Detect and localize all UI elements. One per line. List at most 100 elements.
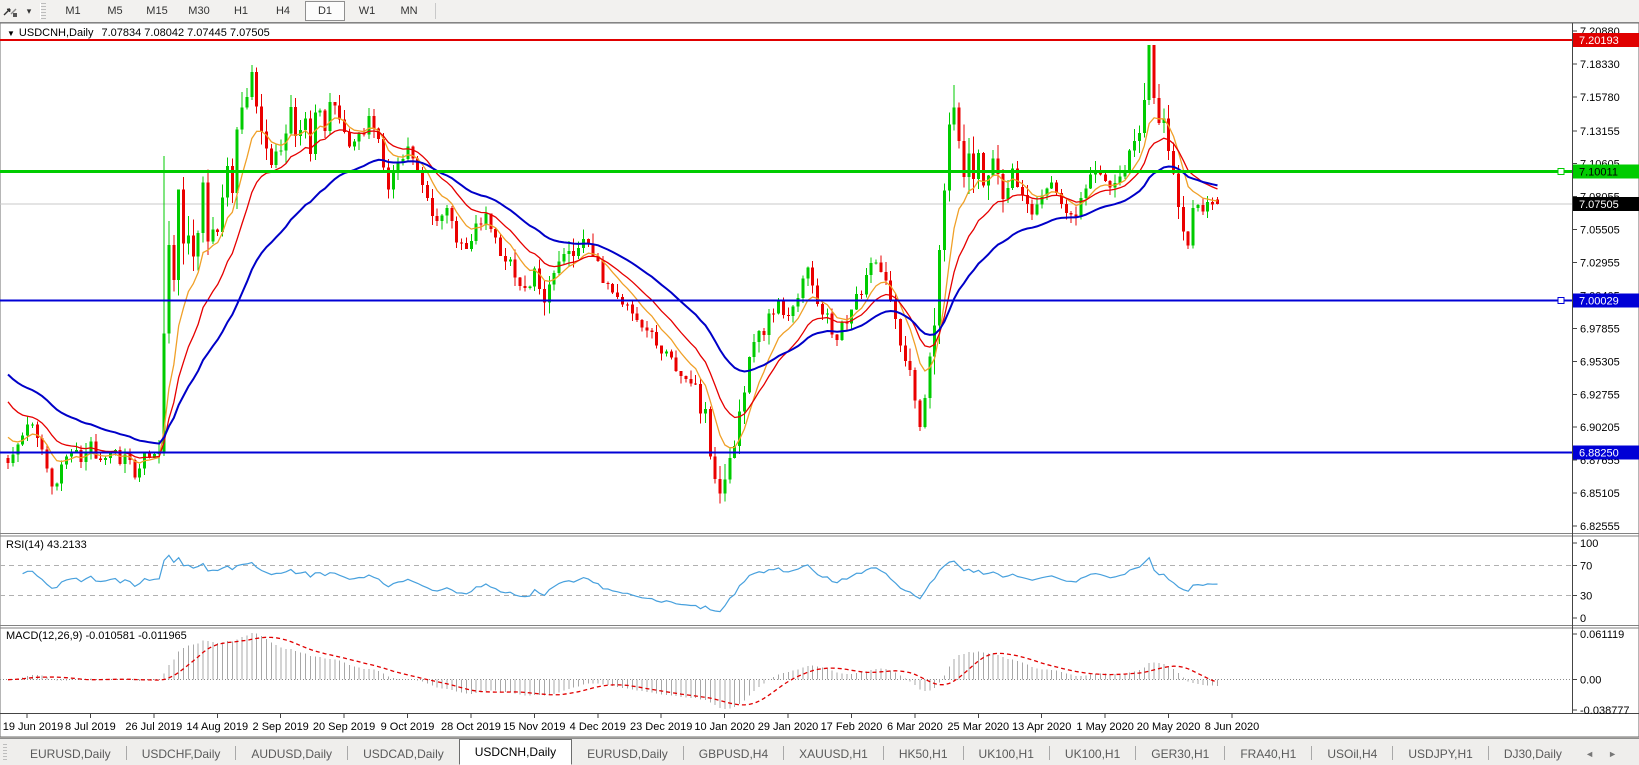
ma-fast-line bbox=[7, 117, 1218, 464]
svg-text:6.88250: 6.88250 bbox=[1579, 447, 1619, 459]
svg-text:7.05505: 7.05505 bbox=[1580, 225, 1620, 237]
svg-text:17 Feb 2020: 17 Feb 2020 bbox=[821, 721, 883, 733]
svg-text:7.07505: 7.07505 bbox=[1579, 199, 1619, 211]
tabsbar-grip bbox=[3, 744, 7, 762]
tab-dj30-daily[interactable]: DJ30,Daily bbox=[1503, 747, 1562, 761]
tab-eurusd-daily[interactable]: EURUSD,Daily bbox=[30, 747, 111, 761]
timeframe-button-w1[interactable]: W1 bbox=[358, 5, 376, 17]
timeframe-button-d1[interactable]: D1 bbox=[305, 1, 345, 21]
tabs-container: EURUSD,Daily USDCHF,Daily AUDUSD,Daily USDC… bbox=[15, 739, 1577, 765]
svg-text:7.02955: 7.02955 bbox=[1580, 258, 1620, 270]
chart-title: ▼ USDCNH,Daily 7.07834 7.08042 7.07445 7.0… bbox=[7, 27, 270, 39]
tab-eurusd-daily[interactable]: EURUSD,Daily bbox=[587, 747, 668, 761]
timeframe-button-h4[interactable]: H4 bbox=[275, 5, 291, 17]
tab-divider bbox=[1135, 746, 1137, 760]
rsi-line bbox=[22, 554, 1218, 613]
price-levels-layer[interactable]: 7.20193 7.10011 7.07505 7.00029 6.88250 bbox=[0, 32, 1639, 460]
svg-text:8 Jul 2019: 8 Jul 2019 bbox=[65, 721, 116, 733]
chart-symbol-label: USDCNH,Daily bbox=[18, 27, 94, 39]
svg-text:13 Apr 2020: 13 Apr 2020 bbox=[1012, 721, 1071, 733]
ma-mid-line bbox=[7, 129, 1218, 459]
tab-fra40-h1[interactable]: FRA40,H1 bbox=[1240, 747, 1297, 761]
tab-gbpusd-h4[interactable]: GBPUSD,H4 bbox=[698, 747, 769, 761]
tab-divider bbox=[125, 746, 127, 760]
svg-text:0: 0 bbox=[1580, 613, 1586, 625]
svg-text:30: 30 bbox=[1580, 591, 1592, 603]
tab-divider bbox=[682, 746, 684, 760]
tab-scroll-right-icon: ► bbox=[1608, 749, 1631, 759]
chart-tools-icon[interactable] bbox=[0, 2, 22, 20]
svg-text:1 May 2020: 1 May 2020 bbox=[1076, 721, 1133, 733]
chevron-down-icon[interactable]: ▾ bbox=[26, 5, 32, 16]
svg-text:7.18330: 7.18330 bbox=[1580, 59, 1620, 71]
macd-signal-line bbox=[7, 636, 1218, 706]
svg-text:20 Sep 2019: 20 Sep 2019 bbox=[313, 721, 375, 733]
svg-text:7.00029: 7.00029 bbox=[1579, 295, 1619, 307]
tab-usoil-h4[interactable]: USOil,H4 bbox=[1327, 747, 1378, 761]
rsi-indicator-label: RSI(14) 43.2133 bbox=[6, 539, 87, 551]
timeframe-button-mn[interactable]: MN bbox=[400, 5, 418, 17]
svg-text:14 Aug 2019: 14 Aug 2019 bbox=[186, 721, 248, 733]
timeframe-button-h1[interactable]: H1 bbox=[233, 5, 249, 17]
svg-text:0.00: 0.00 bbox=[1580, 675, 1601, 687]
svg-text:6 Mar 2020: 6 Mar 2020 bbox=[887, 721, 943, 733]
svg-text:100: 100 bbox=[1580, 538, 1598, 550]
current-price-line-badge bbox=[1573, 196, 1639, 211]
svg-text:28 Oct 2019: 28 Oct 2019 bbox=[441, 721, 501, 733]
green-level-line-handle[interactable] bbox=[1557, 167, 1565, 175]
collapse-arrow-icon[interactable]: ▼ bbox=[7, 29, 15, 38]
tab-scroll-arrows[interactable]: ◄► bbox=[1585, 749, 1631, 759]
svg-text:2 Sep 2019: 2 Sep 2019 bbox=[253, 721, 309, 733]
tab-xauusd-h1[interactable]: XAUUSD,H1 bbox=[799, 747, 868, 761]
svg-text:26 Jul 2019: 26 Jul 2019 bbox=[125, 721, 182, 733]
tab-audusd-daily[interactable]: AUDUSD,Daily bbox=[251, 747, 333, 761]
tab-divider bbox=[1392, 746, 1394, 760]
svg-text:25 Mar 2020: 25 Mar 2020 bbox=[947, 721, 1009, 733]
top-toolbar: ▾ M1 M5 M15 M30 H1 H4 D1 W1 MN bbox=[0, 0, 1639, 23]
timeframe-buttons: M1 M5 M15 M30 H1 H4 D1 W1 MN bbox=[52, 1, 430, 21]
toolbar-separator bbox=[435, 3, 436, 19]
svg-text:6.92755: 6.92755 bbox=[1580, 389, 1620, 401]
timeframe-button-m1[interactable]: M1 bbox=[65, 5, 81, 17]
tab-divider bbox=[1487, 746, 1489, 760]
svg-text:7.15780: 7.15780 bbox=[1580, 92, 1620, 104]
svg-text:6.97855: 6.97855 bbox=[1580, 323, 1620, 335]
tab-scroll-left-icon: ◄ bbox=[1585, 749, 1609, 759]
timeframe-button-m30[interactable]: M30 bbox=[188, 5, 210, 17]
svg-text:6.95305: 6.95305 bbox=[1580, 356, 1620, 368]
tab-divider bbox=[962, 746, 964, 760]
tab-usdjpy-h1[interactable]: USDJPY,H1 bbox=[1408, 747, 1473, 761]
tab-uk100-h1[interactable]: UK100,H1 bbox=[978, 747, 1034, 761]
tab-hk50-h1[interactable]: HK50,H1 bbox=[898, 747, 948, 761]
tab-usdcad-daily[interactable]: USDCAD,Daily bbox=[363, 747, 444, 761]
svg-text:7.20193: 7.20193 bbox=[1579, 35, 1619, 47]
support-line-700-handle[interactable] bbox=[1557, 296, 1565, 304]
toolbar-grip[interactable] bbox=[40, 3, 46, 19]
tab-uk100-h1[interactable]: UK100,H1 bbox=[1064, 747, 1121, 761]
svg-text:8 Jun 2020: 8 Jun 2020 bbox=[1205, 721, 1259, 733]
tab-usdchf-daily[interactable]: USDCHF,Daily bbox=[141, 747, 221, 761]
svg-text:9 Oct 2019: 9 Oct 2019 bbox=[381, 721, 435, 733]
tab-usdcnh-daily[interactable]: USDCNH,Daily bbox=[458, 739, 573, 765]
tab-divider bbox=[783, 746, 785, 760]
svg-text:70: 70 bbox=[1580, 561, 1592, 573]
svg-text:19 Jun 2019: 19 Jun 2019 bbox=[3, 721, 64, 733]
macd-indicator-label: MACD(12,26,9) -0.010581 -0.011965 bbox=[6, 630, 187, 642]
tab-divider bbox=[1048, 746, 1050, 760]
tab-divider bbox=[1311, 746, 1313, 760]
ma-slow-line bbox=[7, 158, 1218, 445]
date-axis: 19 Jun 2019 8 Jul 2019 26 Jul 2019 14 Aug 2… bbox=[3, 713, 1259, 733]
timeframe-button-m5[interactable]: M5 bbox=[107, 5, 123, 17]
svg-text:10 Jan 2020: 10 Jan 2020 bbox=[694, 721, 755, 733]
green-level-line-badge bbox=[1573, 164, 1639, 179]
svg-text:6.90205: 6.90205 bbox=[1580, 422, 1620, 434]
chart-window bbox=[0, 22, 1639, 738]
resistance-line-badge bbox=[1573, 32, 1639, 47]
timeframe-button-m15[interactable]: M15 bbox=[146, 5, 168, 17]
svg-text:0.061119: 0.061119 bbox=[1580, 629, 1624, 641]
tab-divider bbox=[347, 746, 349, 760]
tab-ger30-h1[interactable]: GER30,H1 bbox=[1151, 747, 1210, 761]
svg-text:6.82555: 6.82555 bbox=[1580, 521, 1620, 533]
